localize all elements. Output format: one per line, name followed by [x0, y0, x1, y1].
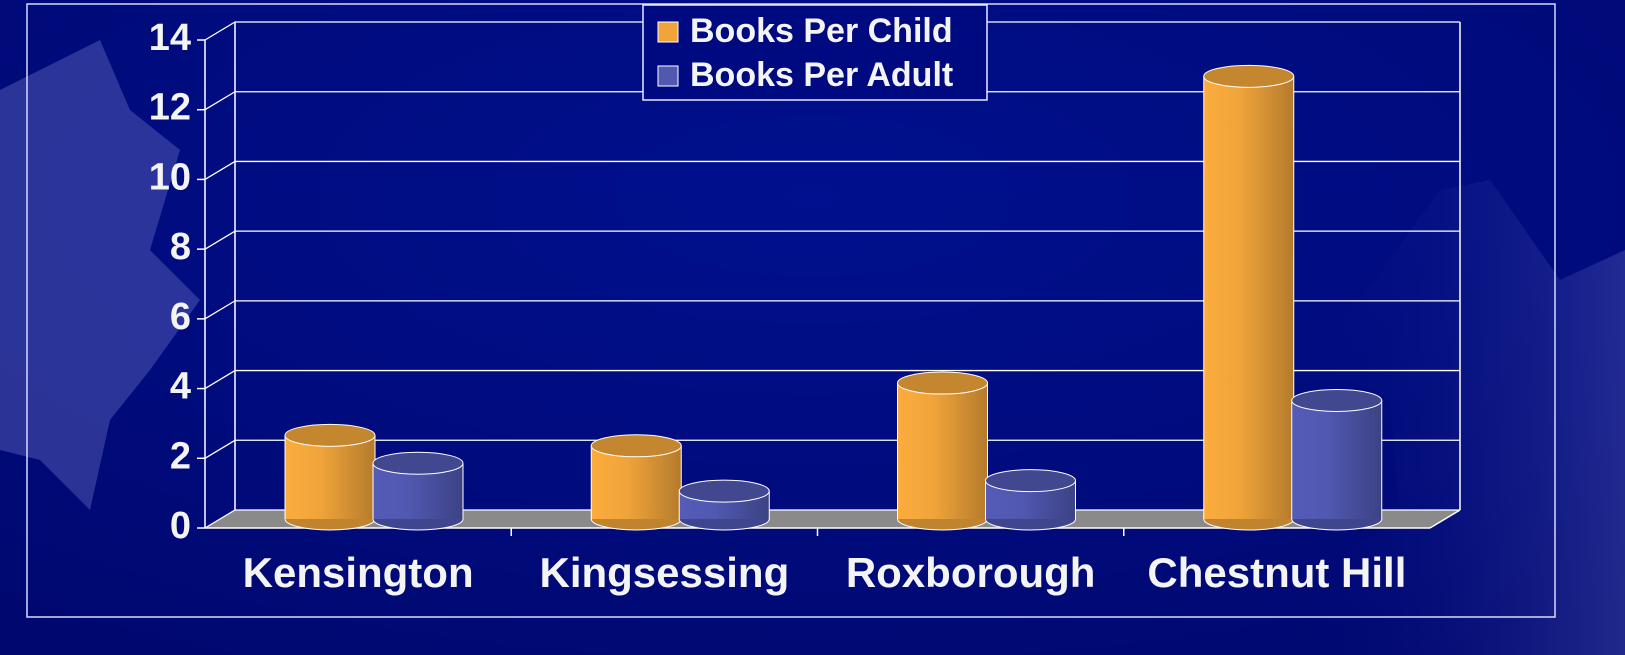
grid-line: [204, 439, 1460, 459]
bar-top: [372, 451, 464, 475]
grid-line: [204, 160, 1460, 180]
legend: [642, 4, 988, 101]
x-tick-label: Kensington: [243, 549, 474, 596]
bar-top: [1203, 64, 1295, 88]
legend-label: Books Per Adult: [690, 56, 953, 94]
grid-line: [204, 230, 1460, 250]
y-tick-label: 2: [170, 435, 191, 477]
x-tick-label: Roxborough: [846, 549, 1096, 596]
plot: 0 2 4 6 8 10 12 14 Kensington Kingsessing Roxborou…: [149, 17, 1461, 596]
x-tick-label: Chestnut Hill: [1147, 549, 1406, 596]
x-tick-label: Kingsessing: [540, 549, 790, 596]
gear-decoration: [0, 40, 1625, 655]
bar-top: [678, 479, 770, 503]
y-tick-label: 6: [170, 296, 191, 338]
grid-line: [204, 369, 1460, 390]
y-tick-label: 8: [170, 226, 191, 268]
grid-line: [204, 21, 1460, 41]
bar-top: [985, 469, 1076, 493]
legend-swatch: [657, 65, 679, 87]
legend-swatch: [657, 21, 679, 43]
bar-top: [1291, 388, 1383, 412]
bar-top: [590, 434, 682, 458]
y-tick-label: 0: [170, 505, 191, 547]
y-tick-label: 10: [149, 156, 191, 198]
legend-label: Books Per Child: [690, 12, 953, 50]
y-tick-label: 4: [170, 366, 191, 408]
bar: [1203, 76, 1294, 520]
legend-entries: Books Per Child Books Per Adult: [657, 12, 953, 94]
y-tick-label: 12: [149, 87, 191, 129]
floor: [205, 510, 1460, 528]
bar: [591, 445, 682, 519]
bar: [285, 435, 375, 519]
grid-line: [204, 91, 1460, 111]
bar-top: [284, 423, 376, 447]
frame: [26, 3, 1556, 618]
y-tick-label: 14: [149, 17, 191, 59]
bar: [1291, 400, 1382, 519]
floor-edge: [1429, 509, 1461, 529]
bar: [897, 383, 988, 519]
bar-top: [897, 371, 988, 395]
grid-line: [204, 300, 1460, 320]
